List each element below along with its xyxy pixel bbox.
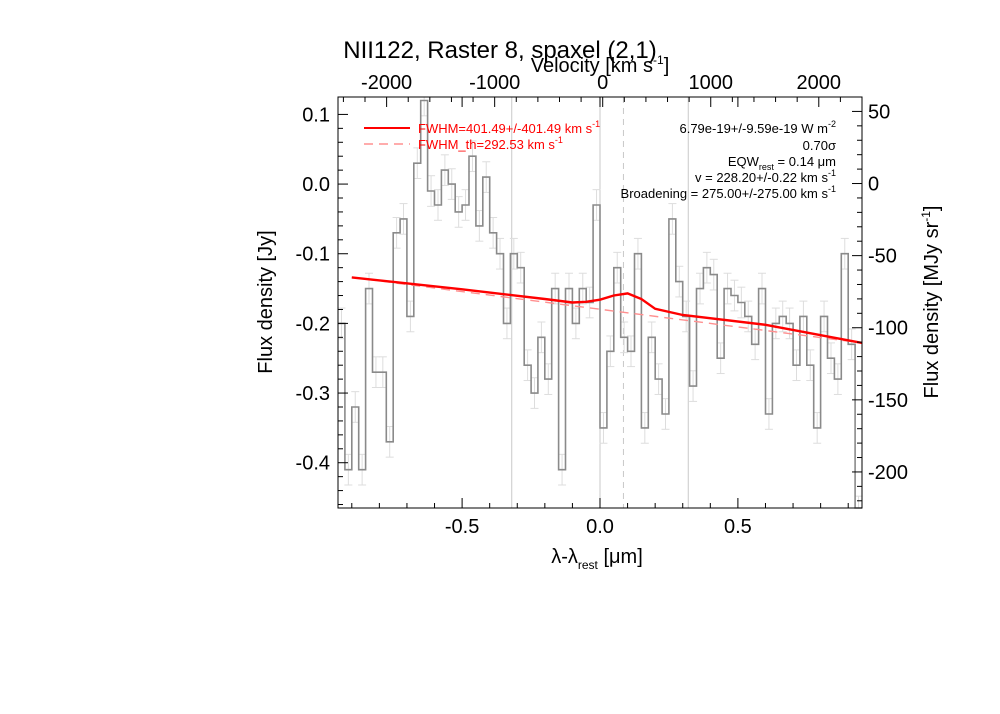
right-tick-label: 0 — [868, 174, 879, 196]
eqw-annotation: EQWrest = 0.14 μm — [728, 154, 836, 172]
fit-annotations: 6.79e-19+/-9.59e-19 W m-2 0.70σ EQWrest … — [621, 119, 836, 201]
y-tick-label: -0.1 — [296, 244, 330, 266]
y-tick-label: -0.3 — [296, 383, 330, 405]
y-tick-label: 0.1 — [302, 104, 330, 126]
axis-ticks — [338, 96, 863, 508]
right-tick-label: -150 — [868, 390, 908, 412]
y-tick-label: 0.0 — [302, 174, 330, 196]
fit-line — [351, 276, 863, 345]
y-tick-label: -0.2 — [296, 313, 330, 335]
observed-spectrum-line — [338, 99, 862, 509]
y-axis-label-left: Flux density [Jy] — [255, 230, 277, 373]
top-tick-label: 2000 — [797, 72, 842, 94]
top-tick-label: 0 — [597, 72, 608, 94]
right-tick-label: -100 — [868, 318, 908, 340]
y-axis-label-right: Flux density [MJy sr-1] — [919, 206, 943, 399]
top-tick-label: -1000 — [469, 72, 520, 94]
top-axis-label: Velocity [km s-1] — [531, 53, 670, 77]
broadening-annotation: Broadening = 275.00+/-275.00 km s-1 — [621, 184, 836, 201]
top-tick-label: 1000 — [688, 72, 733, 94]
flux-annotation: 6.79e-19+/-9.59e-19 W m-2 — [679, 119, 836, 136]
right-tick-label: -50 — [868, 246, 897, 268]
right-tick-label: 50 — [868, 101, 890, 123]
legend-theoretical-label: FWHM_th=292.53 km s-1 — [418, 135, 563, 152]
right-tick-label: -200 — [868, 462, 908, 484]
sigma-annotation: 0.70σ — [803, 138, 836, 153]
legend: FWHM=401.49+/-401.49 km s-1 FWHM_th=292.… — [364, 119, 600, 152]
x-tick-label: -0.5 — [445, 516, 479, 538]
y-tick-label: -0.4 — [296, 453, 330, 475]
axis-tick-labels: -0.5 0.0 0.5-2000 -1000 0 1000 20000.10.0-0.1-… — [296, 72, 909, 538]
theoretical-fit-dashed-line — [351, 276, 863, 344]
velocity-annotation: v = 228.20+/-0.22 km s-1 — [695, 168, 836, 185]
x-tick-label: 0.0 — [586, 516, 614, 538]
x-tick-label: 0.5 — [724, 516, 752, 538]
chart-title: NII122, Raster 8, spaxel (2,1) — [343, 37, 656, 64]
top-tick-label: -2000 — [361, 72, 412, 94]
x-axis-label: λ-λrest [μm] — [551, 546, 643, 572]
legend-fit-label: FWHM=401.49+/-401.49 km s-1 — [418, 119, 600, 136]
